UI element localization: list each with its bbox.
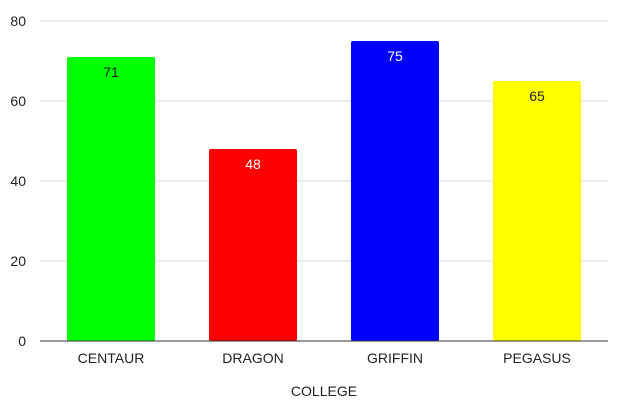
x-tick-label: DRAGON — [222, 350, 283, 366]
y-tick-label: 20 — [10, 253, 26, 269]
y-axis-tick-labels: 0 20 40 60 80 — [10, 13, 26, 349]
y-tick-label: 60 — [10, 93, 26, 109]
bar-dragon — [208, 149, 298, 341]
y-tick-label: 40 — [10, 173, 26, 189]
bars — [66, 41, 582, 341]
y-tick-label: 0 — [18, 333, 26, 349]
x-tick-label: PEGASUS — [503, 350, 571, 366]
y-tick-label: 80 — [10, 13, 26, 29]
x-tick-label: GRIFFIN — [367, 350, 423, 366]
data-labels: 71 48 75 65 — [103, 48, 545, 172]
bar-griffin — [350, 41, 440, 341]
x-axis-title: COLLEGE — [291, 383, 357, 399]
x-axis-tick-labels: CENTAUR DRAGON GRIFFIN PEGASUS — [78, 350, 571, 366]
data-label: 71 — [103, 64, 119, 80]
x-tick-label: CENTAUR — [78, 350, 145, 366]
bar-centaur — [66, 57, 156, 341]
bar-pegasus — [492, 81, 582, 341]
data-label: 75 — [387, 48, 403, 64]
data-label: 65 — [529, 88, 545, 104]
data-label: 48 — [245, 156, 261, 172]
